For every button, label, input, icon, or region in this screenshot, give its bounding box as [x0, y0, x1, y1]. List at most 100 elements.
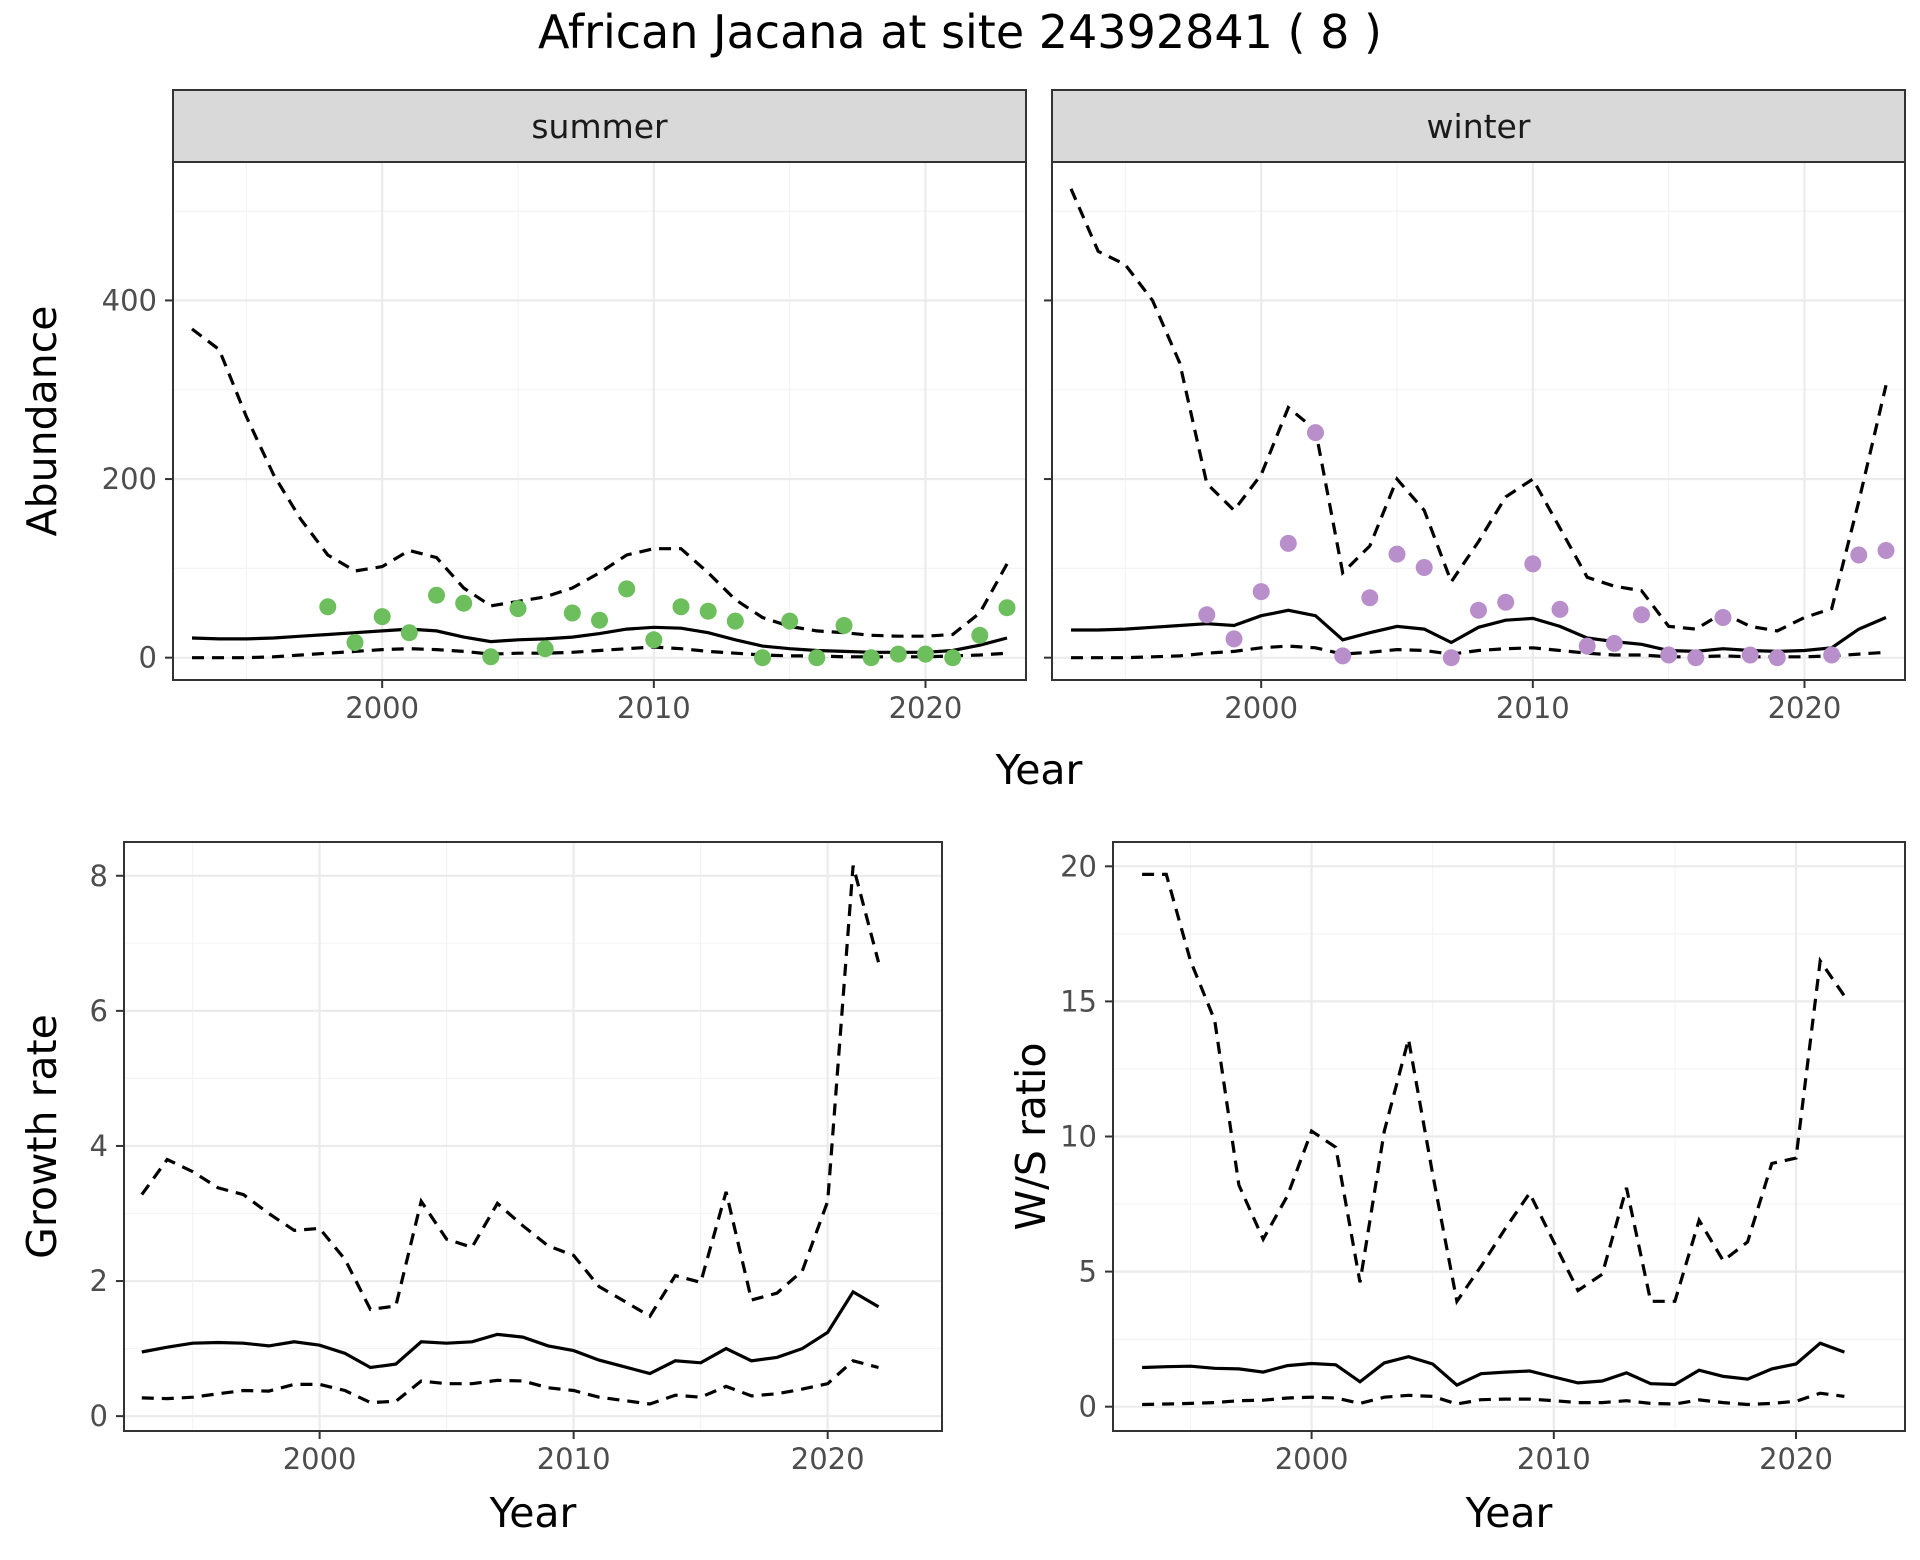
y-tick-label: 0	[1079, 1390, 1097, 1424]
observed-point	[1714, 609, 1732, 626]
observed-point	[808, 649, 826, 667]
y-tick-label: 200	[102, 462, 157, 496]
observed-point	[1551, 600, 1569, 618]
x-tick-label: 2000	[1275, 1442, 1349, 1476]
observed-point	[400, 624, 418, 642]
mean-line	[141, 1289, 880, 1376]
x-tick-label: 2020	[1768, 691, 1842, 725]
observed-point	[645, 631, 663, 649]
x-tick-label: 2000	[283, 1442, 357, 1476]
y-tick-label: 8	[90, 859, 108, 893]
x-axis-title: Year	[1465, 1489, 1553, 1537]
observed-point	[536, 640, 554, 658]
upper-ci-line	[1142, 872, 1846, 1306]
observed-point	[672, 598, 690, 616]
observed-point	[1524, 555, 1542, 573]
observed-point	[1415, 559, 1433, 576]
y-tick-label: 5	[1079, 1255, 1097, 1289]
observed-point	[1660, 646, 1678, 664]
observed-point	[1388, 545, 1406, 563]
y-tick-label: 6	[90, 994, 108, 1028]
panel-background	[173, 162, 1026, 680]
observed-point	[1361, 589, 1379, 607]
growth-rate-panel	[124, 842, 942, 1431]
y-tick-label: 0	[90, 1399, 108, 1433]
x-tick-label: 2020	[791, 1442, 865, 1476]
observed-point	[1633, 606, 1650, 624]
y-tick-label: 2	[90, 1264, 108, 1298]
x-tick-label: 2010	[1496, 691, 1570, 725]
observed-point	[1279, 534, 1297, 552]
observed-point	[319, 598, 337, 616]
upper-ci-line	[1069, 188, 1888, 633]
y-tick-label: 15	[1060, 984, 1097, 1018]
chart-title: African Jacana at site 24392841 ( 8 )	[538, 5, 1382, 59]
x-tick-label: 2000	[345, 691, 419, 725]
observed-point	[1823, 646, 1841, 664]
observed-point	[998, 599, 1016, 617]
lower-ci-line	[141, 1359, 879, 1406]
observed-point	[1470, 601, 1487, 619]
observed-point	[1442, 649, 1460, 667]
y-tick-label: 0	[139, 641, 157, 675]
observed-point	[944, 649, 962, 667]
observed-point	[591, 611, 608, 629]
y-axis-title: W/S ratio	[1007, 1043, 1055, 1231]
facet-strip-label: winter	[1427, 107, 1531, 146]
upper-ci-line	[140, 865, 881, 1319]
observed-point	[1741, 646, 1759, 664]
observed-point	[482, 648, 500, 666]
observed-point	[618, 580, 636, 598]
x-axis-title: Year	[489, 1489, 577, 1537]
x-tick-label: 2010	[537, 1442, 611, 1476]
x-axis-title: Year	[995, 746, 1083, 794]
x-tick-label: 2020	[1759, 1442, 1833, 1476]
observed-point	[563, 604, 581, 622]
observed-point	[917, 645, 934, 663]
upper-ci-line	[191, 327, 1009, 638]
observed-point	[889, 645, 907, 663]
facet-panel-summer	[173, 162, 1026, 680]
observed-point	[1850, 546, 1868, 564]
y-tick-label: 20	[1060, 849, 1097, 883]
facet-strip-label: summer	[531, 107, 668, 146]
observed-point	[1252, 583, 1270, 601]
lower-ci-line	[1142, 1391, 1845, 1407]
x-tick-label: 2010	[1517, 1442, 1591, 1476]
x-tick-label: 2000	[1224, 691, 1298, 725]
observed-point	[428, 586, 445, 604]
y-axis-title: Growth rate	[18, 1014, 66, 1259]
observed-point	[699, 602, 717, 620]
observed-point	[754, 649, 771, 667]
observed-point	[1768, 649, 1786, 667]
y-tick-label: 4	[90, 1129, 108, 1163]
observed-point	[509, 600, 527, 618]
observed-point	[835, 617, 853, 634]
observed-point	[781, 612, 799, 630]
observed-point	[373, 608, 391, 626]
observed-point	[971, 626, 989, 644]
observed-point	[1877, 542, 1895, 559]
y-tick-label: 400	[102, 283, 157, 317]
observed-point	[455, 594, 473, 612]
observed-point	[1307, 424, 1324, 442]
observed-point	[726, 612, 744, 630]
facet-panel-winter	[1052, 162, 1905, 680]
observed-point	[1578, 637, 1596, 655]
panel-background	[124, 842, 942, 1431]
ws-ratio-panel	[1113, 842, 1905, 1431]
observed-point	[1225, 630, 1243, 648]
observed-point	[1497, 593, 1515, 611]
x-tick-label: 2010	[617, 691, 691, 725]
y-axis-title: Abundance	[18, 306, 66, 537]
observed-point	[862, 649, 880, 667]
facet-strip	[172, 89, 1027, 163]
mean-line	[1142, 1341, 1845, 1387]
panel-border	[123, 841, 943, 1432]
observed-point	[1198, 606, 1216, 624]
y-tick-label: 10	[1060, 1120, 1097, 1154]
observed-point	[1605, 634, 1623, 652]
observed-point	[1334, 647, 1352, 665]
